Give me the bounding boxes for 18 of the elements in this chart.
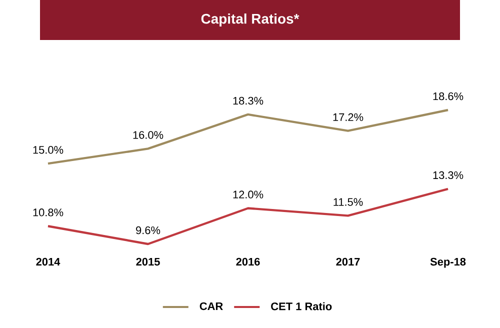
data-label: 18.6% bbox=[433, 92, 464, 100]
x-tick-label: 2016 bbox=[236, 258, 260, 266]
data-label: 12.0% bbox=[233, 190, 264, 198]
data-label: 16.0% bbox=[133, 131, 164, 139]
data-label: 13.3% bbox=[433, 171, 464, 180]
data-label: 11.5% bbox=[334, 198, 363, 206]
legend-label: CAR bbox=[200, 302, 223, 310]
x-tick-label: Sep-18 bbox=[430, 258, 466, 268]
legend-label: CET 1 Ratio bbox=[271, 302, 332, 310]
x-tick-label: 2014 bbox=[36, 258, 60, 266]
data-label: 10.8% bbox=[33, 208, 64, 216]
chart-title: Capital Ratios* bbox=[201, 13, 300, 26]
x-tick-label: 2017 bbox=[336, 258, 360, 266]
data-label: 17.2% bbox=[333, 113, 364, 121]
data-label: 15.0% bbox=[33, 146, 64, 154]
data-label: 9.6% bbox=[136, 226, 160, 234]
x-tick-label: 2015 bbox=[136, 258, 160, 266]
data-label: 18.3% bbox=[233, 96, 264, 105]
